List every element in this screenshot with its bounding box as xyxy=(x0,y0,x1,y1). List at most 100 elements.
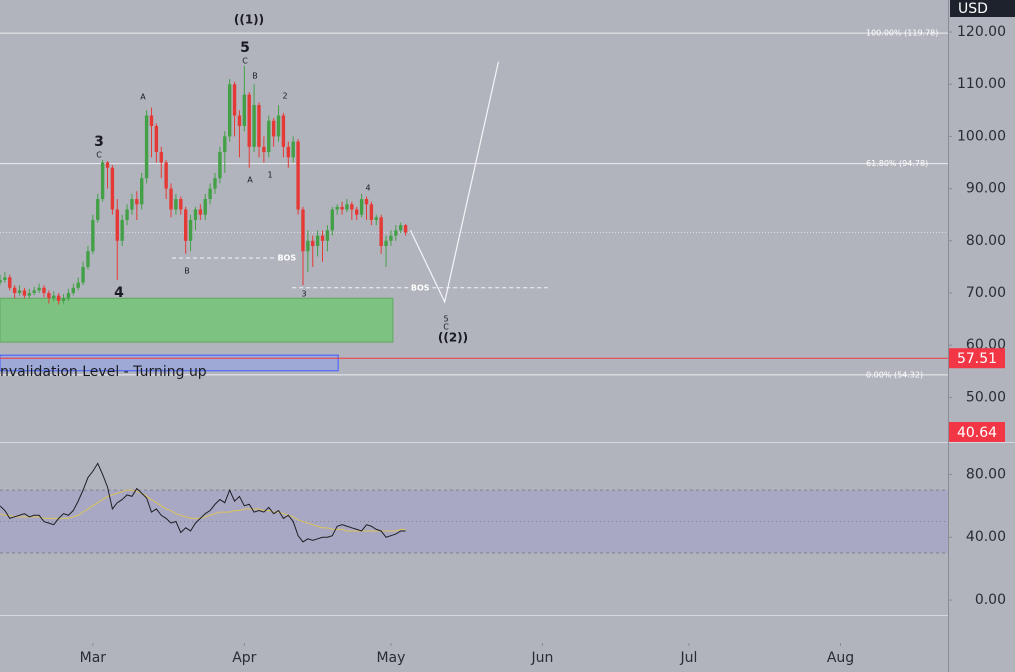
candle-body xyxy=(330,209,334,231)
x-tick-label: Mar xyxy=(80,650,107,666)
candle-body xyxy=(369,204,374,220)
candle-body xyxy=(56,295,61,301)
candle-body xyxy=(179,199,183,210)
x-tick-label: Jun xyxy=(530,650,553,666)
candle-body xyxy=(174,199,178,210)
candle-body xyxy=(291,141,295,158)
candle-body xyxy=(154,125,159,153)
candle-body xyxy=(22,290,27,296)
candle-body xyxy=(12,287,17,294)
candle-body xyxy=(286,146,291,158)
x-tick-label: May xyxy=(376,650,405,666)
candle-body xyxy=(311,240,315,247)
candle-body xyxy=(208,188,212,200)
candle-body xyxy=(193,209,198,220)
wave-label: 4 xyxy=(114,285,124,301)
rsi-y-tick-label: 40.00 xyxy=(966,529,1006,545)
price-badge-label: 40.64 xyxy=(957,425,997,441)
wave-label: C xyxy=(242,57,248,66)
zone xyxy=(0,297,394,343)
bos-label-bg xyxy=(410,282,431,293)
candle-body xyxy=(271,120,276,137)
candle-body xyxy=(399,225,403,231)
x-tick-label: Jul xyxy=(680,650,698,666)
rsi-y-tick-label: 0.00 xyxy=(975,592,1006,608)
candle-body xyxy=(149,115,154,126)
candle-body xyxy=(301,209,305,252)
candle-body xyxy=(276,115,281,137)
candle-body xyxy=(164,162,168,189)
candle-body xyxy=(306,240,310,252)
y-tick-label: 80.00 xyxy=(966,233,1006,249)
rsi-pane xyxy=(0,462,948,554)
candle-body xyxy=(188,219,193,241)
candle-body xyxy=(320,235,325,241)
candle-body xyxy=(345,204,349,210)
candle-body xyxy=(296,141,300,210)
wave-label: 1 xyxy=(267,171,272,180)
candle-body xyxy=(115,209,119,241)
candle-body xyxy=(340,206,344,210)
wave-label: ((2)) xyxy=(438,331,468,345)
candle-body xyxy=(257,105,261,147)
currency: USD xyxy=(958,1,988,17)
y-tick-label: 90.00 xyxy=(966,181,1006,197)
projection-line xyxy=(409,61,500,304)
candle-body xyxy=(237,115,242,126)
candle-body xyxy=(27,293,32,296)
rsi-ma-line xyxy=(0,489,406,532)
wave-label: 2 xyxy=(282,92,287,101)
candle-body xyxy=(325,230,330,241)
candle-body xyxy=(52,295,56,299)
candle-body xyxy=(252,105,256,147)
wave-label: C xyxy=(443,323,449,332)
candle-body xyxy=(315,235,320,247)
bos-label: BOS xyxy=(277,254,296,263)
y-tick-label: 110.00 xyxy=(957,76,1006,92)
candle-body xyxy=(403,225,408,233)
wave-label: B xyxy=(252,72,258,81)
candle-body xyxy=(203,199,207,215)
candle-body xyxy=(125,209,129,220)
candle-body xyxy=(105,162,110,168)
candle-body xyxy=(374,217,378,220)
wave-label: 3 xyxy=(301,290,306,299)
price-badge xyxy=(949,348,1005,369)
wave-label: nvalidation Level - Turning up xyxy=(0,364,207,380)
candle-body xyxy=(169,188,173,210)
bos-label-bg xyxy=(276,253,297,264)
price-badge-label: 57.51 xyxy=(957,351,997,367)
candle-body xyxy=(183,209,188,241)
rsi-line xyxy=(0,462,406,543)
y-tick-label: 120.00 xyxy=(957,24,1006,40)
candle-body xyxy=(198,209,203,215)
fib-label: 100.00% (119.78) xyxy=(866,29,938,38)
candle-body xyxy=(135,199,139,205)
candle-body xyxy=(159,152,163,163)
candle-body xyxy=(37,287,41,291)
candle-body xyxy=(42,287,46,294)
candle-body xyxy=(96,199,100,220)
wave-label: 3 xyxy=(94,134,104,150)
wave-label: ((1)) xyxy=(234,13,264,27)
candle-body xyxy=(213,178,217,189)
candle-body xyxy=(61,298,66,301)
rsi-band xyxy=(0,490,948,553)
wave-label: 5 xyxy=(240,40,250,56)
candle-body xyxy=(86,251,90,267)
wave-label: 5 xyxy=(443,315,448,324)
candle-body xyxy=(66,293,71,299)
candle-body xyxy=(32,290,36,294)
candle-body xyxy=(262,146,266,153)
fib-label: 0.00% (54.32) xyxy=(866,370,923,379)
candle-body xyxy=(359,199,364,215)
candle-body xyxy=(335,206,339,210)
bos-label: BOS xyxy=(411,283,430,292)
candle-body xyxy=(218,152,222,179)
candle-body xyxy=(81,266,85,283)
candle-body xyxy=(355,209,359,215)
candle-body xyxy=(144,115,149,179)
candle-body xyxy=(394,230,398,236)
price-badge xyxy=(949,422,1005,442)
